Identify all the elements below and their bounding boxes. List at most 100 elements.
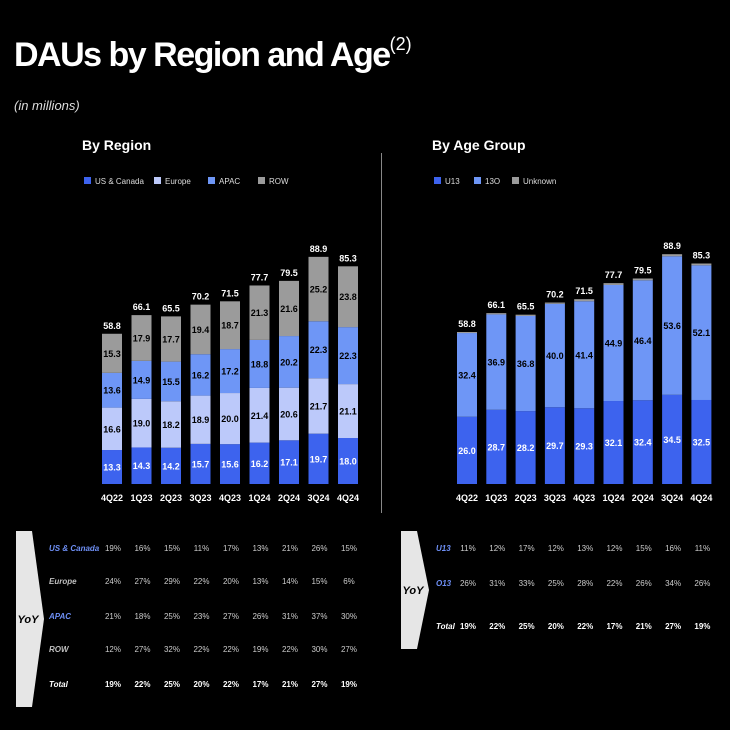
- bar-segment-u13: [632, 400, 653, 484]
- yoy-arrow: [401, 531, 429, 649]
- bar-total-label: 85.3: [693, 250, 711, 260]
- bar-value-label: 26.0: [458, 446, 476, 456]
- bar-value-label: 36.8: [517, 359, 535, 369]
- bar-segment-13o: [603, 284, 624, 402]
- yoy-cell: 19%: [105, 544, 121, 553]
- yoy-arrow: [16, 531, 44, 707]
- bar-segment-13o: [515, 315, 536, 412]
- legend-label-apac: APAC: [219, 177, 240, 186]
- yoy-cell: 22%: [606, 579, 622, 588]
- bar-segment-unknown: [486, 313, 507, 315]
- row-label-o13: O13: [436, 579, 452, 588]
- x-tick-label: 4Q23: [573, 493, 595, 503]
- yoy-cell: 13%: [577, 544, 593, 553]
- yoy-cell: 20%: [193, 680, 209, 689]
- yoy-cell: 22%: [489, 622, 505, 631]
- bar-value-label: 28.2: [517, 443, 535, 453]
- legend-label-europe: Europe: [165, 177, 191, 186]
- yoy-cell: 22%: [223, 645, 239, 654]
- yoy-cell: 19%: [341, 680, 357, 689]
- row-label-u13: U13: [436, 544, 451, 553]
- yoy-cell: 27%: [311, 680, 327, 689]
- legend-swatch-apac: [208, 177, 215, 184]
- bar-segment-us-canada: [338, 438, 358, 484]
- bar-value-label: 17.2: [221, 367, 239, 377]
- yoy-cell: 27%: [134, 577, 150, 586]
- bar-value-label: 22.3: [310, 345, 328, 355]
- yoy-cell: 26%: [252, 612, 268, 621]
- bar-segment-13o: [662, 256, 683, 395]
- yoy-cell: 17%: [252, 680, 268, 689]
- x-tick-label: 4Q22: [456, 493, 478, 503]
- bar-value-label: 29.3: [575, 442, 593, 452]
- bar-segment-apac: [279, 336, 299, 388]
- bar-total-label: 66.1: [488, 300, 506, 310]
- yoy-cell: 19%: [460, 622, 476, 631]
- bar-segment-unknown: [603, 283, 624, 285]
- chart-title: By Region: [82, 137, 151, 153]
- yoy-cell: 15%: [341, 544, 357, 553]
- bar-value-label: 20.0: [221, 414, 239, 424]
- bar-value-label: 15.3: [103, 349, 121, 359]
- bar-value-label: 19.0: [133, 419, 151, 429]
- yoy-cell: 6%: [343, 577, 355, 586]
- yoy-cell: 29%: [164, 577, 180, 586]
- bar-segment-u13: [486, 409, 507, 484]
- yoy-cell: 22%: [577, 622, 593, 631]
- yoy-cell: 21%: [105, 612, 121, 621]
- x-tick-label: 2Q24: [278, 493, 300, 503]
- bar-total-label: 70.2: [546, 290, 564, 300]
- bar-segment-europe: [308, 378, 329, 434]
- bar-segment-apac: [190, 354, 211, 396]
- bar-value-label: 52.1: [693, 328, 711, 338]
- bar-total-label: 70.2: [192, 292, 210, 302]
- bar-value-label: 14.2: [162, 461, 180, 471]
- yoy-cell: 27%: [341, 645, 357, 654]
- bar-value-label: 15.5: [162, 377, 180, 387]
- x-tick-label: 3Q24: [661, 493, 683, 503]
- bar-value-label: 16.2: [251, 459, 269, 469]
- bar-value-label: 25.2: [310, 285, 328, 295]
- bar-segment-u13: [515, 411, 536, 484]
- bar-value-label: 16.6: [103, 424, 121, 434]
- bar-segment-unknown: [662, 254, 683, 257]
- legend-swatch-europe: [154, 177, 161, 184]
- yoy-cell: 21%: [282, 544, 298, 553]
- bar-segment-u13: [603, 401, 624, 484]
- page-subtitle: (in millions): [14, 98, 80, 113]
- yoy-cell: 11%: [194, 544, 209, 553]
- bar-value-label: 18.7: [221, 321, 239, 331]
- bar-value-label: 21.6: [280, 304, 298, 314]
- row-label-europe: Europe: [49, 577, 77, 586]
- bar-value-label: 14.9: [133, 375, 151, 385]
- row-label-row: ROW: [49, 645, 70, 654]
- bar-value-label: 44.9: [605, 338, 623, 348]
- yoy-cell: 20%: [548, 622, 564, 631]
- yoy-cell: 17%: [519, 544, 535, 553]
- yoy-cell: 37%: [311, 612, 327, 621]
- row-label-total: Total: [49, 680, 69, 689]
- yoy-label: YoY: [18, 614, 41, 626]
- yoy-cell: 11%: [460, 544, 475, 553]
- yoy-cell: 26%: [694, 579, 710, 588]
- bar-segment-europe: [131, 398, 152, 448]
- yoy-cell: 27%: [223, 612, 239, 621]
- panel-divider: [381, 153, 382, 513]
- bar-value-label: 18.9: [192, 415, 210, 425]
- bar-value-label: 32.1: [605, 438, 623, 448]
- bar-segment-us-canada: [102, 450, 122, 484]
- bar-segment-row: [279, 280, 299, 337]
- bar-value-label: 14.3: [133, 461, 151, 471]
- bar-segment-europe: [220, 393, 240, 445]
- bar-segment-unknown: [457, 332, 477, 334]
- bar-value-label: 40.0: [546, 351, 564, 361]
- bar-segment-13o: [691, 265, 712, 400]
- bar-segment-apac: [102, 372, 122, 408]
- bar-segment-apac: [161, 361, 181, 402]
- bar-total-label: 85.3: [339, 253, 357, 263]
- bar-segment-unknown: [515, 314, 536, 316]
- bar-segment-row: [131, 315, 152, 361]
- yoy-cell: 22%: [223, 680, 239, 689]
- bar-segment-u13: [544, 407, 565, 484]
